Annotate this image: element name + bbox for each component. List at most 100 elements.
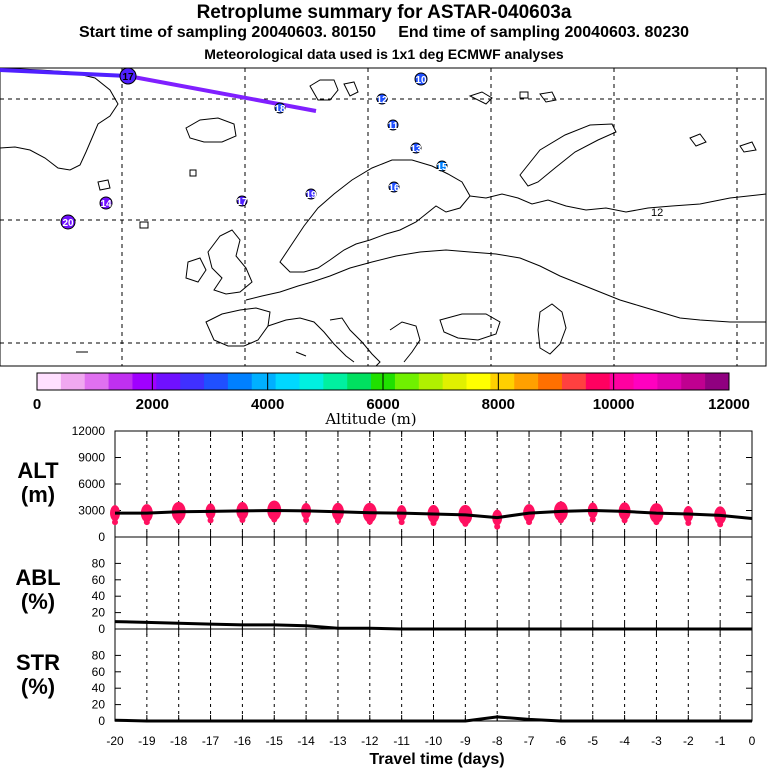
x-tick-label: -13 (329, 734, 347, 748)
cluster-label: 17 (236, 197, 248, 208)
y-tick-label: 60 (92, 665, 106, 679)
cluster-marker: 17 (119, 67, 137, 85)
colorbar-swatch (299, 373, 324, 390)
cluster-marker: 11 (387, 119, 399, 132)
x-tick-label: 0 (749, 734, 756, 748)
vertical-gridlines (146, 431, 721, 721)
y-tick-label: 20 (92, 606, 106, 620)
x-axis-label: Travel time (days) (369, 751, 504, 768)
colorbar-swatch (323, 373, 348, 390)
cluster-label: 14 (100, 199, 112, 210)
cluster-label: 10 (415, 75, 427, 86)
alt-spread-dot (653, 519, 660, 526)
colorbar-swatch (132, 373, 157, 390)
x-tick-label: -14 (297, 734, 315, 748)
colorbar-swatch (84, 373, 110, 390)
y-tick-label: 40 (92, 681, 106, 695)
alt-spread-dot (589, 516, 596, 523)
colorbar-tick-label: 12000 (708, 396, 750, 413)
colorbar-tick-label: 8000 (482, 396, 515, 413)
altitude-colorbar: 0 2000 4000 6000 8000 10000 12000 Altitude (m) (33, 372, 750, 428)
alt-spread-dot (557, 517, 564, 524)
cluster-label: 20 (62, 218, 74, 229)
alt-panel-title: ALT (17, 458, 59, 483)
start-time-label: Start time of sampling 20040603. 80150 (78, 24, 376, 41)
y-tick-label: 80 (92, 556, 106, 570)
x-tick-label: -15 (266, 734, 284, 748)
colorbar-tick-label: 10000 (593, 396, 635, 413)
end-time-label: End time of sampling 20040603. 80230 (398, 24, 690, 41)
chart-title: Retroplume summary for ASTAR-040603a (196, 2, 572, 23)
x-tick-label: -7 (524, 734, 535, 748)
colorbar-axis-label: Altitude (m) (324, 410, 416, 428)
str-panel-unit: (%) (21, 674, 55, 699)
cluster-label: 18 (274, 104, 286, 115)
alt-spread-dot (112, 519, 118, 526)
abl-panel-unit: (%) (21, 589, 55, 614)
cluster-label: 12 (376, 95, 388, 106)
colorbar-swatch (180, 373, 205, 390)
colorbar-swatch (633, 373, 658, 390)
abl-panel-title: ABL (15, 565, 60, 590)
colorbar-tick-label: 4000 (251, 396, 284, 413)
colorbar-swatch (705, 373, 730, 390)
colorbar-swatch (275, 373, 300, 390)
alt-series-line (115, 508, 753, 520)
colorbar-swatch (108, 373, 133, 390)
colorbar-swatch (585, 373, 611, 390)
x-tick-label: -10 (425, 734, 443, 748)
alt-spread-dot (717, 521, 724, 528)
colorbar-swatch (418, 373, 444, 390)
y-tick-label: 3000 (78, 504, 105, 518)
cluster-label: 11 (388, 121, 399, 132)
x-tick-label: -2 (683, 734, 694, 748)
alt-spread-dot (621, 517, 628, 524)
alt-spread-dot (334, 517, 341, 524)
alt-spread-dot (303, 516, 310, 523)
alt-spread-dot (398, 519, 405, 526)
cluster-label: 15 (436, 162, 448, 173)
alt-spread-dot (143, 519, 150, 526)
colorbar-swatch (538, 373, 563, 390)
colorbar-swatch (561, 373, 587, 390)
y-tick-label: 6000 (78, 477, 105, 491)
cluster-marker: 10 (414, 72, 428, 86)
y-tick-label: 60 (92, 573, 106, 587)
str-panel-title: STR (16, 650, 60, 675)
alt-spread-dot (207, 517, 214, 524)
x-tick-label: -1 (715, 734, 726, 748)
x-tick-label: -20 (106, 734, 124, 748)
x-tick-label: -17 (202, 734, 220, 748)
x-tick-label: -4 (619, 734, 630, 748)
y-tick-label: 80 (92, 648, 106, 662)
alt-spread-dot (462, 520, 469, 527)
alt-spread-dot (271, 516, 278, 523)
colorbar-tick-label: 6000 (366, 396, 399, 413)
abl-y-ticks: 0 20 40 60 80 (92, 556, 752, 636)
colorbar-swatch (347, 373, 372, 390)
colorbar-swatch (466, 373, 491, 390)
cluster-marker: 20 (60, 214, 76, 230)
cluster-marker: 12 (376, 93, 388, 106)
x-tick-label: -18 (170, 734, 188, 748)
colorbar-swatch (490, 373, 515, 390)
y-tick-label: 0 (98, 714, 105, 728)
y-tick-label: 12000 (72, 424, 106, 438)
x-tick-label: -5 (587, 734, 598, 748)
alt-spread-dot (685, 520, 692, 527)
y-tick-label: 20 (92, 698, 106, 712)
map-frame (0, 67, 767, 367)
x-tick-label: -19 (138, 734, 156, 748)
grid-label: 12 (651, 207, 663, 219)
x-tick-label: -12 (361, 734, 379, 748)
colorbar-swatch (514, 373, 539, 390)
x-tick-label: -11 (393, 734, 410, 748)
met-data-label: Meteorological data used is 1x1 deg ECMW… (204, 46, 564, 62)
colorbar-swatch (394, 373, 420, 390)
plume-segment-1 (0, 68, 129, 78)
x-axis-ticks: -20 -19 -18 -17 -16 -15 -14 -13 -12 -11 -10 -9 -8 -7-… (106, 431, 756, 748)
timeseries-panels: 0 3000 6000 9000 12000 0 20 40 60 80 0 20 40 60 80 -… (15, 424, 755, 768)
cluster-marker: 15 (436, 160, 448, 173)
alt-spread-dot (239, 516, 246, 523)
colorbar-tick-label: 2000 (136, 396, 169, 413)
